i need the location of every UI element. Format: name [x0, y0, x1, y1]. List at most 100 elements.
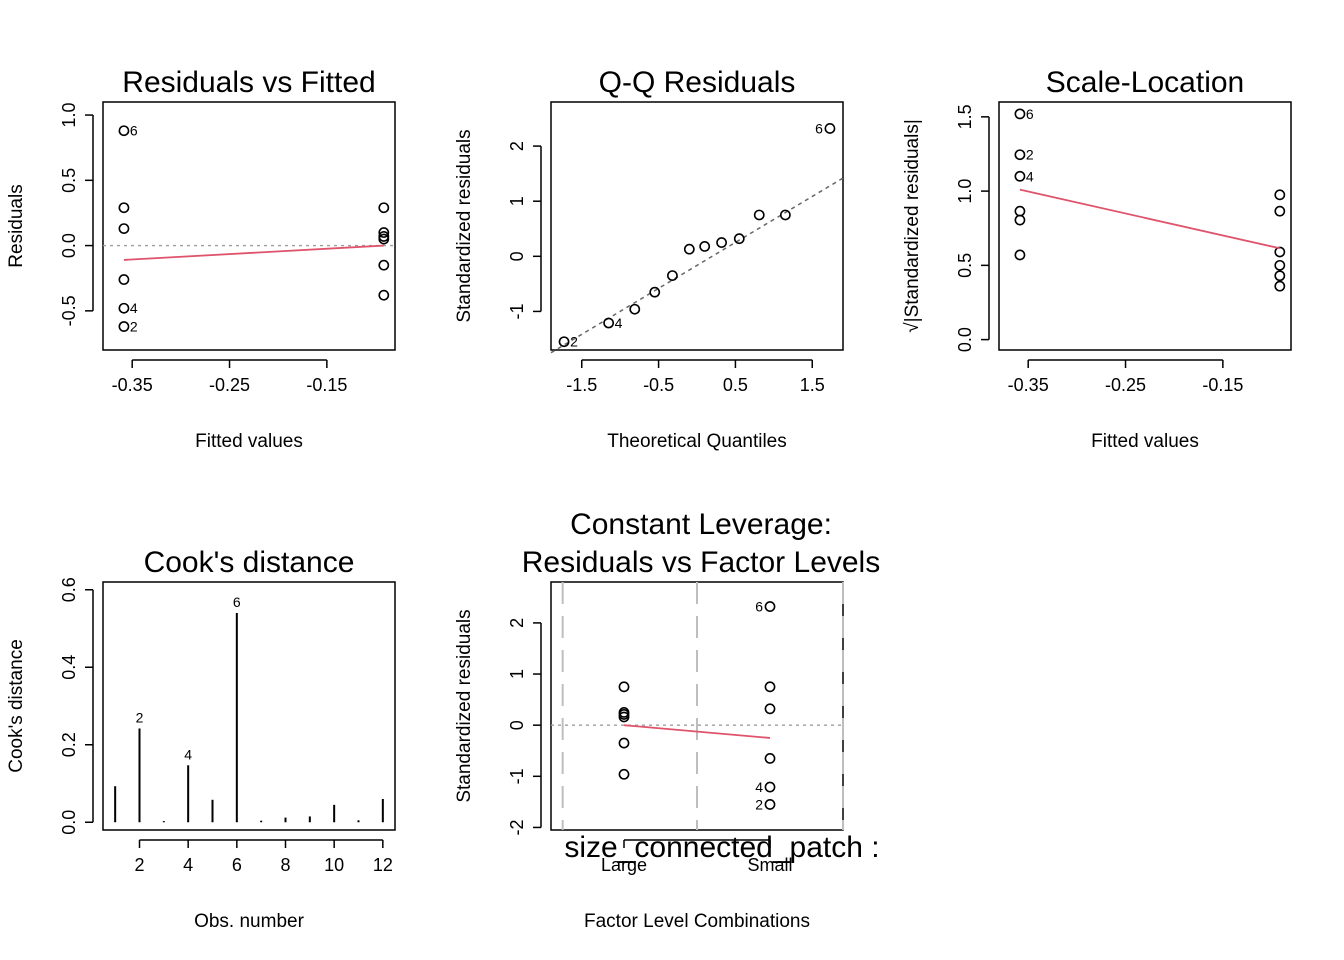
- cook-x-tick-label: 8: [280, 855, 290, 875]
- qq-point: [667, 270, 678, 281]
- cook-x-tick-label: 10: [324, 855, 344, 875]
- rvl-point-label: 4: [755, 779, 763, 795]
- qq-point: [603, 317, 615, 329]
- cook-y-tick-label: 0.6: [59, 577, 79, 602]
- sl-x-tick-label: -0.25: [1105, 375, 1146, 395]
- sl-title: Scale-Location: [1046, 66, 1244, 99]
- qq-y-axis-label: Standardized residuals: [454, 129, 475, 322]
- cook-y-axis-label: Cook's distance: [6, 639, 27, 773]
- qq-point: [753, 209, 765, 221]
- qq-point: [629, 303, 641, 315]
- sl-point-label: 2: [1026, 147, 1034, 163]
- rvl-title: Constant Leverage:: [570, 508, 832, 541]
- rvl-x-tick-label: Small: [747, 855, 792, 875]
- rvf-point: [118, 302, 130, 314]
- cook-x-tick-label: 12: [373, 855, 393, 875]
- rvf-point-label: 6: [130, 123, 138, 139]
- cook-x-tick-label: 2: [134, 855, 144, 875]
- rvf-point: [378, 202, 390, 214]
- rvf-x-tick-label: -0.15: [306, 375, 347, 395]
- qq-point-label: 2: [570, 334, 578, 350]
- sl-point: [1274, 259, 1286, 271]
- rvf-point: [378, 227, 390, 238]
- qq-point-label: 4: [615, 315, 623, 331]
- qq-x-tick-label: 1.5: [800, 375, 825, 395]
- rvl-point: [764, 781, 776, 793]
- qq-x-tick-label: 0.5: [723, 375, 748, 395]
- rvl-title-line2: Residuals vs Factor Levels: [522, 546, 880, 579]
- cook-y-tick-label: 0.4: [59, 655, 79, 680]
- sl-y-tick-label: 0.0: [955, 327, 975, 352]
- rvf-point-label: 4: [130, 300, 138, 316]
- rvl-y-tick-label: 0: [507, 720, 527, 730]
- sl-point: [1274, 246, 1286, 258]
- sl-x-axis-label: Fitted values: [1091, 431, 1199, 452]
- rvl-factor-label: size_connected_patch :: [564, 831, 879, 864]
- qq-reference-line: [550, 177, 844, 354]
- sl-point: [1274, 270, 1286, 282]
- qq-point: [649, 286, 661, 298]
- rvf-y-axis-label: Residuals: [6, 184, 27, 267]
- rvf-point: [118, 274, 130, 285]
- rvf-plot-frame: [102, 101, 396, 351]
- cook-point-label-6: 6: [233, 594, 241, 610]
- rvf-x-tick-label: -0.35: [112, 375, 153, 395]
- sl-smoother-line: [1019, 188, 1281, 250]
- rvf-point: [378, 289, 390, 301]
- sl-y-tick-label: 1.5: [955, 104, 975, 129]
- rvl-point: [618, 711, 630, 723]
- rvf-y-tick-label: 0.5: [59, 168, 79, 193]
- sl-y-tick-label: 0.5: [955, 253, 975, 278]
- rvl-x-tick-label: Large: [601, 855, 647, 875]
- rvl-point: [764, 703, 776, 715]
- qq-x-tick-label: -1.5: [566, 375, 597, 395]
- rvl-smoother-line: [623, 724, 771, 739]
- rvf-point-label: 2: [130, 319, 138, 335]
- sl-point: [1014, 170, 1026, 182]
- qq-point: [779, 209, 791, 221]
- sl-point: [1014, 205, 1026, 217]
- sl-point-label: 6: [1026, 106, 1034, 122]
- rvl-point: [764, 681, 776, 693]
- rvf-point: [378, 259, 390, 271]
- rvf-y-tick-label: 1.0: [59, 103, 79, 128]
- cook-point-label-2: 2: [136, 709, 144, 725]
- qq-point: [699, 240, 711, 252]
- rvf-y-tick-label: 0.0: [59, 233, 79, 258]
- qq-x-axis-label: Theoretical Quantiles: [607, 431, 787, 452]
- cook-x-axis-label: Obs. number: [194, 911, 304, 932]
- sl-point: [1274, 205, 1286, 217]
- rvl-y-axis-label: Standardized residuals: [454, 609, 475, 802]
- rvf-title: Residuals vs Fitted: [122, 66, 375, 99]
- sl-y-axis-label: √|Standardized residuals|: [902, 119, 923, 333]
- sl-point: [1274, 189, 1286, 201]
- cook-y-tick-label: 0.2: [59, 732, 79, 757]
- rvl-y-tick-label: -1: [507, 768, 527, 784]
- rvl-y-tick-label: 1: [507, 669, 527, 679]
- qq-y-tick-label: 2: [507, 141, 527, 151]
- rvl-point-label: 6: [755, 599, 763, 615]
- rvl-point-label: 2: [755, 796, 763, 812]
- qq-y-tick-label: 1: [507, 196, 527, 206]
- rvf-point: [118, 202, 130, 214]
- sl-point: [1014, 249, 1026, 261]
- cook-title: Cook's distance: [144, 546, 355, 579]
- sl-point: [1274, 280, 1286, 292]
- qq-point: [716, 237, 727, 248]
- sl-x-tick-label: -0.35: [1008, 375, 1049, 395]
- rvl-point: [618, 737, 630, 749]
- cook-point-label-4: 4: [184, 746, 192, 762]
- cook-x-tick-label: 6: [232, 855, 242, 875]
- sl-point: [1014, 214, 1026, 226]
- rvf-smoother-line: [123, 244, 384, 261]
- sl-plot-frame: [998, 101, 1292, 351]
- rvl-y-tick-label: -2: [507, 819, 527, 835]
- rvl-point: [618, 681, 630, 693]
- rvf-point: [118, 223, 130, 235]
- qq-point: [558, 336, 570, 348]
- qq-y-tick-label: -1: [507, 303, 527, 319]
- sl-x-tick-label: -0.15: [1202, 375, 1243, 395]
- sl-y-tick-label: 1.0: [955, 179, 975, 204]
- rvf-point: [378, 233, 390, 245]
